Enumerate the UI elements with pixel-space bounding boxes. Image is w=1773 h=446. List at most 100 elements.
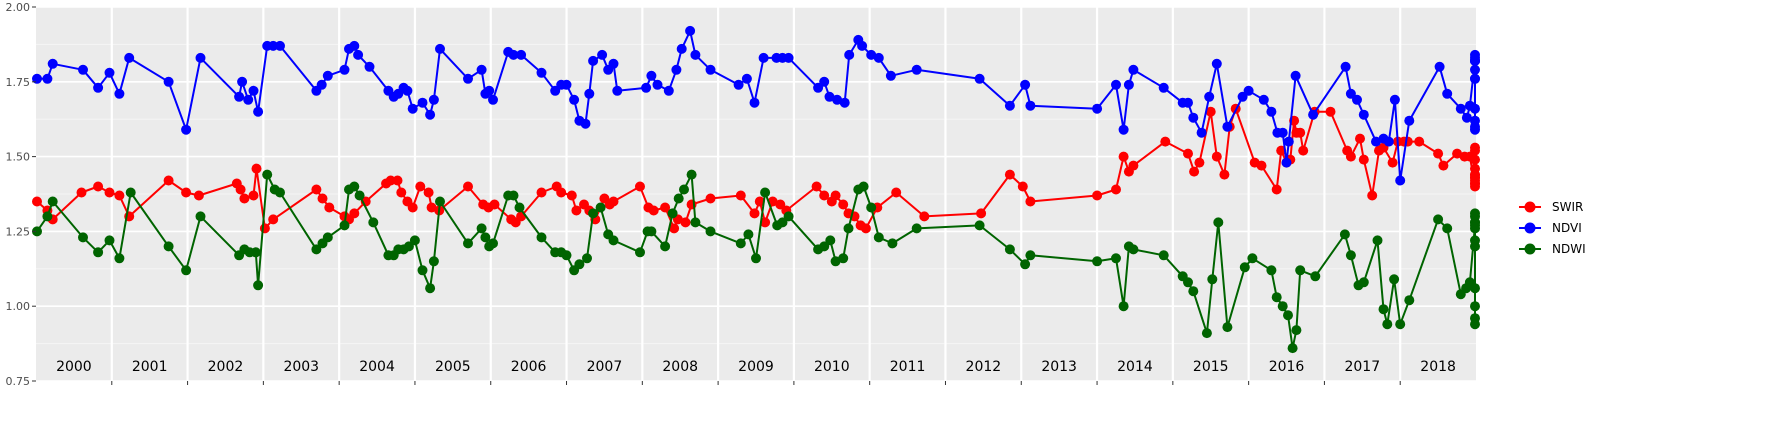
data-point-swir xyxy=(1402,136,1413,147)
data-point-swir xyxy=(556,187,567,198)
year-label: 2010 xyxy=(814,359,850,375)
data-point-ndwi xyxy=(873,232,884,243)
data-point-ndwi xyxy=(417,265,428,276)
data-point-ndwi xyxy=(1382,319,1393,330)
data-point-ndvi xyxy=(1243,85,1254,96)
data-point-ndwi xyxy=(1470,211,1480,222)
data-point-swir xyxy=(830,190,841,201)
data-point-swir xyxy=(104,187,115,198)
data-point-swir xyxy=(181,187,192,198)
legend-label: NDVI xyxy=(1552,221,1582,235)
data-point-ndvi xyxy=(676,43,687,54)
data-point-swir xyxy=(463,181,473,192)
data-point-ndwi xyxy=(1239,262,1250,273)
data-point-ndvi xyxy=(104,67,115,78)
data-point-ndvi xyxy=(1158,82,1169,93)
data-point-ndvi xyxy=(783,52,794,63)
data-point-swir xyxy=(1118,151,1129,162)
year-label: 2017 xyxy=(1344,359,1380,375)
data-point-swir xyxy=(489,199,500,210)
data-point-ndvi xyxy=(733,79,744,90)
data-point-ndwi xyxy=(1291,325,1302,336)
data-point-ndvi xyxy=(349,40,360,51)
data-point-ndvi xyxy=(124,52,135,63)
data-point-ndvi xyxy=(1092,103,1103,114)
data-point-swir xyxy=(608,196,619,207)
data-point-swir xyxy=(426,202,437,213)
data-point-ndwi xyxy=(1442,223,1453,234)
legend-marker xyxy=(1524,243,1536,255)
data-point-ndvi xyxy=(1470,64,1480,75)
data-point-ndvi xyxy=(1123,79,1134,90)
data-point-swir xyxy=(669,223,680,234)
data-point-ndvi xyxy=(508,49,519,60)
data-point-swir xyxy=(1017,181,1028,192)
data-point-ndvi xyxy=(1277,127,1288,138)
data-point-ndwi xyxy=(1295,265,1306,276)
data-point-ndvi xyxy=(1290,70,1301,81)
data-point-swir xyxy=(1438,160,1449,171)
data-point-ndvi xyxy=(1404,115,1415,126)
series-ndwi xyxy=(32,169,1480,354)
y-tick-label: 1.00 xyxy=(6,300,31,313)
data-point-ndwi xyxy=(78,232,88,243)
data-point-swir xyxy=(838,199,849,210)
data-point-swir xyxy=(1452,148,1463,159)
data-point-ndvi xyxy=(114,88,125,99)
data-point-ndvi xyxy=(1128,64,1139,75)
data-point-ndwi xyxy=(1283,310,1293,321)
data-point-ndwi xyxy=(1339,229,1350,240)
y-tick-label: 1.50 xyxy=(6,151,31,164)
data-point-swir xyxy=(1367,190,1378,201)
year-label: 2011 xyxy=(890,359,926,375)
data-point-ndwi xyxy=(181,265,192,276)
data-point-ndwi xyxy=(339,220,350,231)
data-point-swir xyxy=(1194,157,1205,168)
data-point-swir xyxy=(1298,145,1309,156)
data-point-swir xyxy=(660,202,671,213)
data-point-ndvi xyxy=(911,64,922,75)
data-point-swir xyxy=(735,190,746,201)
data-point-ndwi xyxy=(536,232,547,243)
year-label: 2016 xyxy=(1269,359,1305,375)
data-point-ndwi xyxy=(1188,286,1199,297)
data-point-ndvi xyxy=(248,85,259,96)
data-point-swir xyxy=(251,163,262,174)
data-point-swir xyxy=(114,190,125,201)
data-point-ndwi xyxy=(480,232,491,243)
data-point-ndwi xyxy=(858,181,869,192)
data-point-swir xyxy=(1205,106,1216,117)
data-point-ndvi xyxy=(580,118,591,129)
data-point-ndwi xyxy=(582,253,592,264)
data-point-ndvi xyxy=(1434,61,1445,72)
data-point-ndvi xyxy=(741,73,752,84)
data-point-ndwi xyxy=(463,238,473,249)
data-point-ndwi xyxy=(1201,328,1212,339)
data-point-swir xyxy=(571,205,582,216)
data-point-ndwi xyxy=(1345,250,1356,261)
data-point-ndvi xyxy=(316,79,327,90)
data-point-ndvi xyxy=(435,43,445,54)
data-point-ndvi xyxy=(1020,79,1031,90)
data-point-ndvi xyxy=(1222,121,1233,132)
data-point-swir xyxy=(760,217,771,228)
data-point-ndvi xyxy=(1470,73,1480,84)
data-point-ndwi xyxy=(1470,241,1480,252)
data-point-ndwi xyxy=(125,187,136,198)
data-point-ndvi xyxy=(885,70,896,81)
data-point-ndwi xyxy=(1310,271,1321,282)
year-label: 2005 xyxy=(435,359,471,375)
data-point-swir xyxy=(396,187,407,198)
data-point-ndwi xyxy=(1433,214,1444,225)
data-point-ndwi xyxy=(1395,319,1406,330)
data-point-ndvi xyxy=(671,64,682,75)
data-point-swir xyxy=(1189,166,1200,177)
series-swir xyxy=(32,103,1480,234)
data-point-ndvi xyxy=(488,94,498,105)
data-point-ndvi xyxy=(275,40,285,51)
data-point-ndvi xyxy=(569,94,580,105)
data-point-ndwi xyxy=(673,193,684,204)
data-point-ndwi xyxy=(751,253,761,264)
data-point-ndvi xyxy=(1025,100,1036,111)
